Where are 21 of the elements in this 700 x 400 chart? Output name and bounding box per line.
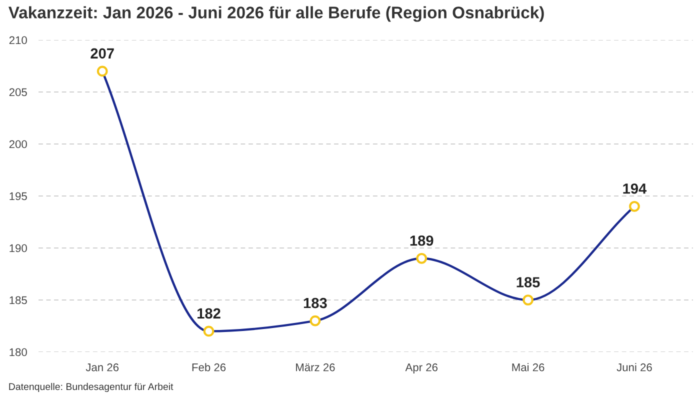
- x-tick-label: Juni 26: [616, 363, 652, 372]
- data-label: 207: [90, 48, 114, 59]
- data-label: 194: [623, 183, 647, 194]
- x-tick-label: Feb 26: [192, 363, 226, 372]
- y-tick-label: 190: [10, 244, 27, 252]
- y-tick-label: 210: [9, 36, 27, 44]
- data-label: 182: [198, 308, 220, 319]
- x-tick-label: Jan 26: [86, 363, 119, 372]
- x-tick-label: Mai 26: [512, 363, 544, 372]
- x-tick-label: Apr 26: [405, 363, 438, 374]
- y-tick-label: 200: [9, 140, 27, 148]
- data-label: 185: [516, 277, 540, 288]
- data-label: 189: [410, 235, 434, 246]
- x-tick-label: März 26: [296, 363, 335, 372]
- y-tick-label: 185: [10, 296, 27, 304]
- y-tick-label: 205: [9, 88, 27, 96]
- data-label: 183: [304, 298, 327, 308]
- chart-title: Vakanzzeit: Jan 2026 - Juni 2026 für alle Berufe (Region Osnabrück): [8, 6, 544, 22]
- y-tick-label: 195: [10, 192, 27, 200]
- text: Datenquelle: Bundesagentur für Arbeit: [9, 382, 174, 392]
- y-tick-label: 180: [10, 348, 27, 356]
